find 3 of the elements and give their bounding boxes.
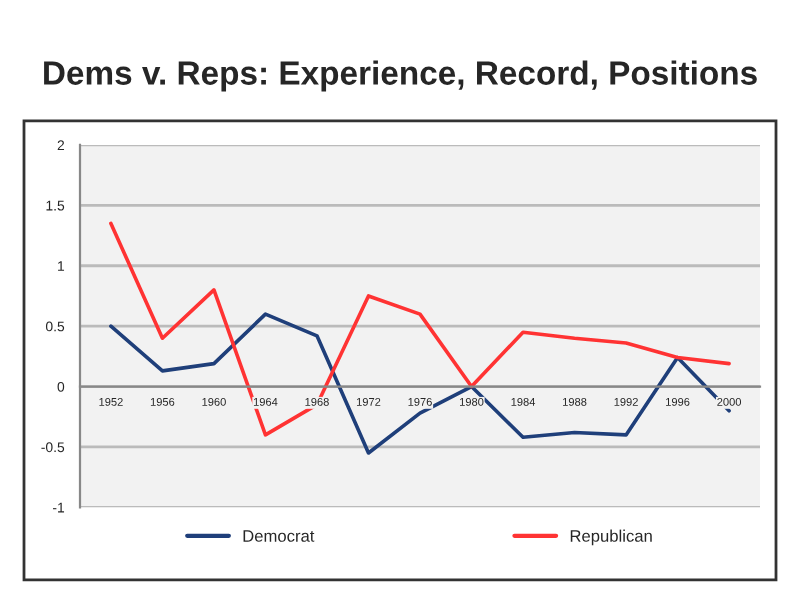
legend-label: Democrat [243, 530, 315, 542]
chart-title: Dems v. Reps: Experience, Record, Positions [44, 60, 757, 92]
legend-label: Republican [570, 529, 652, 546]
